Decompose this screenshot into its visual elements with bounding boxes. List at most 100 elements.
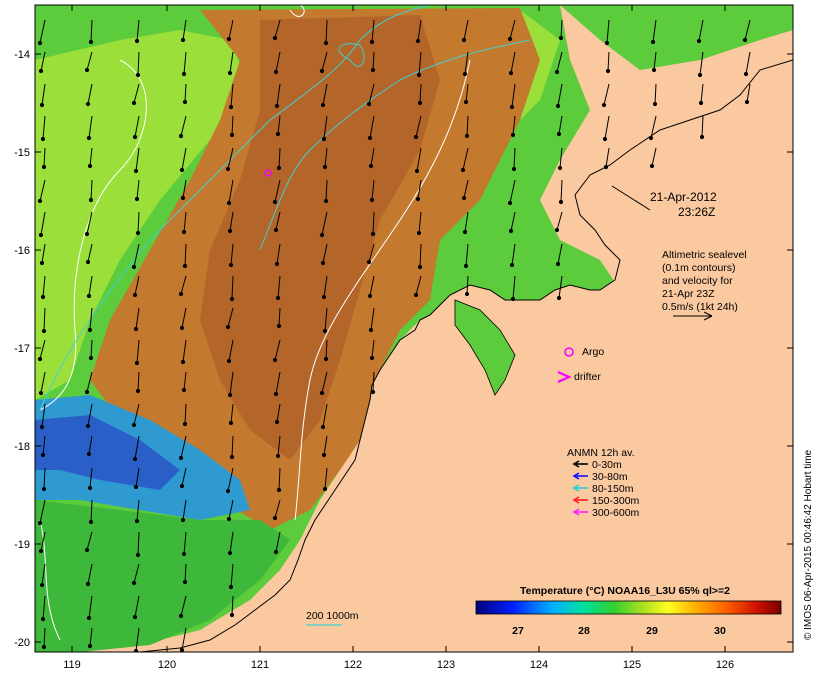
date-pointer-line	[611, 185, 651, 211]
velocity-arrow	[229, 435, 235, 460]
scale-arrow	[673, 311, 713, 321]
velocity-arrows	[37, 19, 751, 652]
velocity-arrow	[37, 499, 46, 526]
velocity-arrow	[554, 211, 563, 233]
inlet	[454, 299, 516, 396]
anmn-legend-arrowhead	[572, 472, 580, 480]
lat-tick-label: -14	[14, 49, 30, 61]
velocity-arrow	[322, 147, 328, 170]
velocity-arrow	[272, 339, 281, 363]
anmn-legend-label: 30-80m	[592, 471, 628, 483]
velocity-arrow	[133, 307, 140, 332]
velocity-arrow	[178, 595, 187, 619]
anmn-legend-arrowhead	[572, 460, 580, 468]
sst-ocean-blue-south	[35, 415, 180, 490]
velocity-arrow	[225, 467, 234, 494]
velocity-arrow	[507, 179, 516, 206]
map-plot-area	[35, 5, 793, 652]
velocity-arrow	[41, 147, 47, 170]
anmn-legend-label: 300-600m	[592, 507, 640, 519]
velocity-arrow	[273, 371, 281, 397]
velocity-arrow	[272, 19, 281, 41]
velocity-arrow	[649, 147, 657, 169]
lon-tick-label: 120	[158, 659, 176, 671]
velocity-arrow	[323, 19, 329, 46]
velocity-arrow	[179, 147, 187, 173]
velocity-arrow	[273, 531, 281, 555]
velocity-arrow	[228, 243, 234, 268]
velocity-arrow	[38, 211, 46, 238]
velocity-arrow	[274, 403, 281, 425]
anmn-legend-arrowhead	[572, 496, 580, 504]
velocity-arrow	[319, 51, 328, 74]
velocity-arrow	[135, 531, 141, 558]
lat-tick-label: -18	[14, 441, 30, 453]
velocity-arrow	[86, 435, 93, 457]
velocity-arrow	[274, 83, 281, 109]
velocity-arrow	[85, 83, 93, 107]
lon-tick-label: 125	[623, 659, 641, 671]
velocity-arrow	[321, 115, 328, 142]
velocity-arrow	[132, 435, 140, 462]
velocity-arrow	[227, 211, 234, 234]
velocity-arrow	[225, 307, 234, 330]
velocity-arrow	[88, 179, 94, 203]
velocity-arrow	[320, 403, 328, 430]
velocity-arrow	[85, 403, 93, 429]
velocity-arrow	[416, 211, 422, 236]
velocity-arrow	[696, 19, 704, 44]
credit-label: © IMOS 06-Apr-2015 00:46:42 Hobart time	[803, 449, 814, 640]
velocity-arrow	[134, 499, 140, 524]
velocity-arrow	[276, 467, 282, 493]
anmn-legend-item: 150-300m	[572, 495, 640, 507]
velocity-arrow	[133, 627, 140, 652]
velocity-arrow	[651, 51, 657, 73]
velocity-arrow	[135, 51, 141, 78]
velocity-arrow	[37, 19, 46, 46]
velocity-arrow	[182, 243, 188, 269]
longitude-axis: 119 120 121 122 123 124 125 126	[63, 5, 734, 671]
anmn-legend-item: 300-600m	[572, 507, 640, 519]
velocity-arrow	[84, 51, 93, 73]
velocity-arrow	[38, 531, 46, 554]
anmn-legend-item: 0-30m	[572, 459, 622, 471]
velocity-arrow	[131, 403, 140, 428]
velocity-arrow	[88, 499, 94, 525]
velocity-arrow	[367, 115, 375, 141]
velocity-arrow	[507, 19, 516, 42]
sealevel-contours	[39, 5, 471, 641]
velocity-arrow	[275, 115, 281, 137]
velocity-arrow	[508, 211, 516, 234]
velocity-arrow	[273, 211, 281, 233]
velocity-arrow	[603, 147, 610, 170]
colorbar-tick-label: 29	[646, 625, 658, 637]
velocity-arrow	[462, 51, 469, 77]
velocity-arrow	[414, 147, 422, 174]
velocity-arrow	[180, 499, 187, 523]
colorbar	[475, 600, 782, 615]
anmn-legend-title: ANMN 12h av.	[567, 447, 635, 459]
anmn-legend-item: 80-150m	[572, 483, 634, 495]
velocity-arrow	[742, 19, 751, 43]
drifter-key-label: drifter	[574, 371, 601, 383]
velocity-arrow	[132, 275, 140, 298]
velocity-arrow	[604, 19, 610, 46]
velocity-arrow	[37, 339, 46, 362]
velocity-arrow	[229, 275, 235, 302]
velocity-arrow	[321, 275, 328, 300]
velocity-arrow	[87, 467, 93, 491]
velocity-arrow	[84, 531, 93, 553]
lon-tick-label: 124	[530, 659, 548, 671]
latitude-axis: -14 -15 -16 -17 -18 -19 -20	[14, 49, 793, 649]
lat-tick-label: -15	[14, 147, 30, 159]
velocity-arrow	[648, 115, 657, 141]
velocity-arrow	[84, 211, 93, 237]
velocity-arrow	[39, 83, 46, 108]
velocity-arrow	[320, 83, 328, 108]
velocity-arrow	[417, 243, 423, 270]
velocity-arrow	[134, 339, 140, 366]
drifter-key-icon	[557, 370, 572, 384]
velocity-arrow	[131, 563, 140, 586]
velocity-arrow	[367, 275, 375, 299]
